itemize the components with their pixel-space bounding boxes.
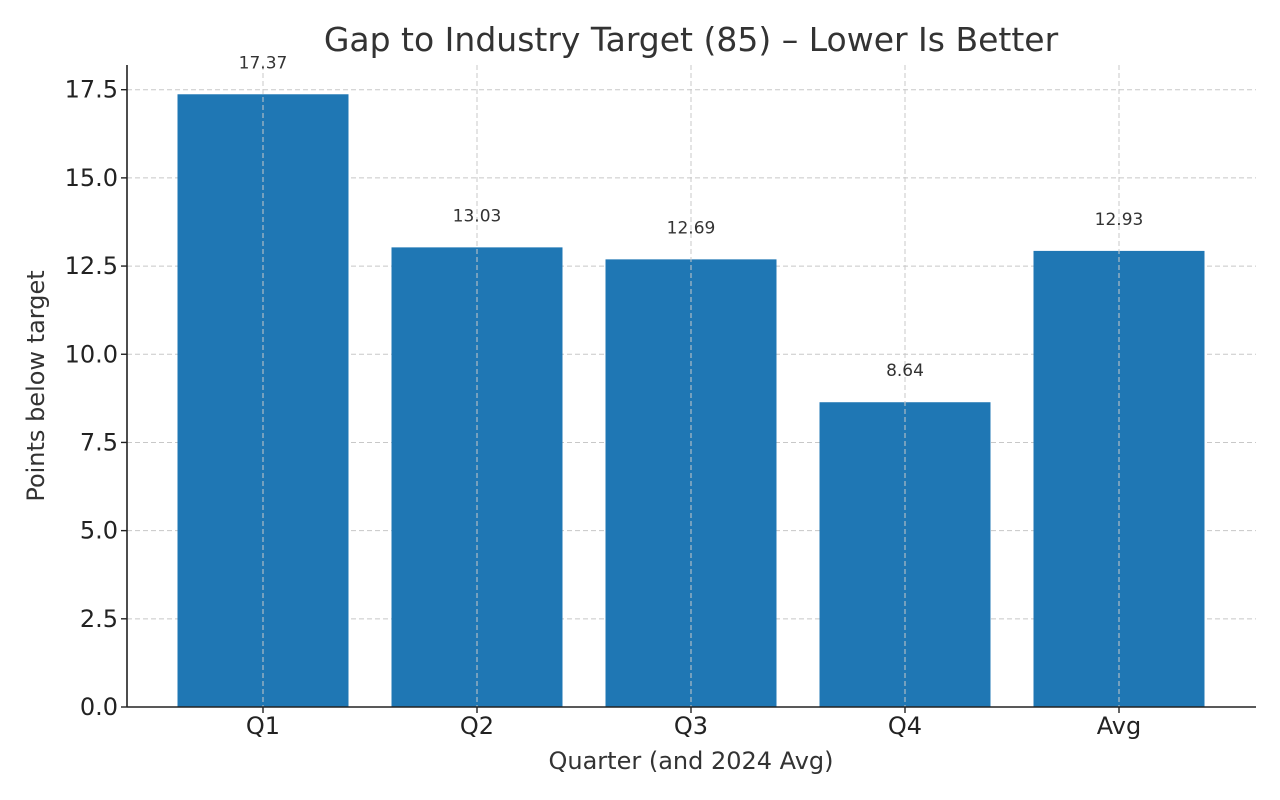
y-axis-label: Points below target (22, 270, 50, 501)
x-tick-label: Q3 (674, 712, 708, 740)
data-label: 17.37 (239, 53, 288, 73)
bar-avg (1033, 250, 1205, 707)
x-tick-label: Avg (1097, 712, 1141, 740)
chart-title: Gap to Industry Target (85) – Lower Is B… (324, 20, 1059, 59)
x-axis-label: Quarter (and 2024 Avg) (548, 747, 833, 775)
vertical-gridlines (262, 65, 1120, 707)
y-tick-label: 10.0 (65, 340, 118, 368)
x-tick-label: Q2 (460, 712, 494, 740)
y-tick-label: 17.5 (65, 76, 118, 104)
y-tick-label: 0.0 (80, 693, 118, 721)
data-labels: 17.37 13.03 12.69 8.64 12.93 (239, 53, 1144, 381)
x-tick-label: Q4 (888, 712, 922, 740)
y-tick-label: 2.5 (80, 605, 118, 633)
axes: 0.0 2.5 5.0 7.5 10.0 12.5 15.0 17.5 Q1 Q2 Q3 Q4 Avg (65, 65, 1256, 740)
y-tick-label: 7.5 (80, 428, 118, 456)
data-label: 8.64 (886, 361, 924, 381)
x-tick-label: Q1 (246, 712, 280, 740)
data-label: 12.69 (667, 218, 716, 238)
y-tick-label: 15.0 (65, 164, 118, 192)
y-tick-label: 5.0 (80, 517, 118, 545)
data-label: 12.93 (1095, 210, 1144, 230)
y-tick-label: 12.5 (65, 252, 118, 280)
data-label: 13.03 (453, 206, 502, 226)
